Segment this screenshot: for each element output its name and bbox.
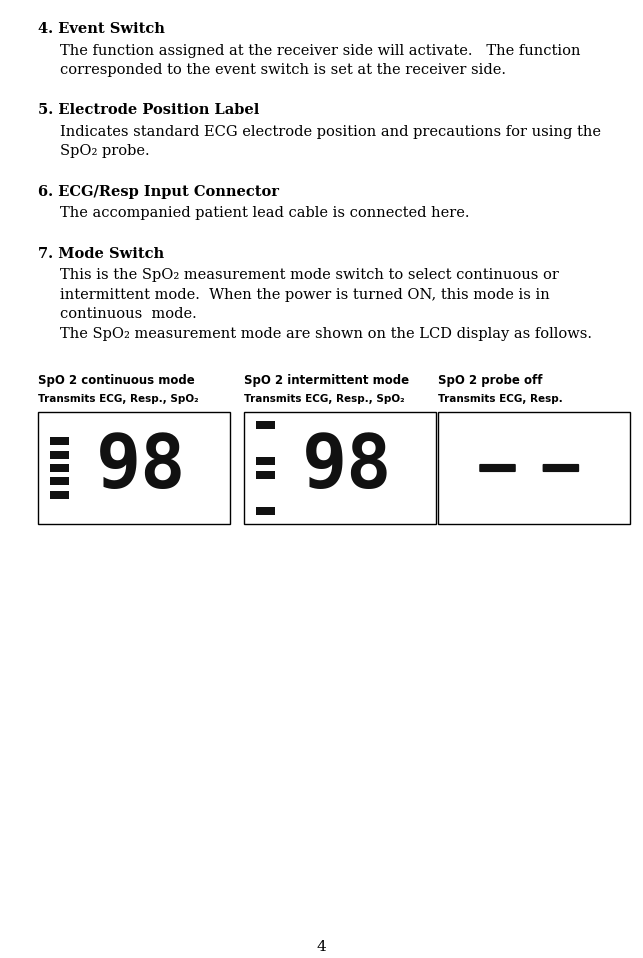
Text: SpO₂ probe.: SpO₂ probe. <box>60 145 150 158</box>
Text: continuous  mode.: continuous mode. <box>60 308 197 322</box>
Text: intermittent mode.  When the power is turned ON, this mode is in: intermittent mode. When the power is tur… <box>60 288 550 302</box>
Text: 4: 4 <box>316 940 327 954</box>
Bar <box>255 457 275 466</box>
Text: 98: 98 <box>96 431 186 505</box>
Text: 7. Mode Switch: 7. Mode Switch <box>38 247 164 261</box>
Text: SpO 2 probe off: SpO 2 probe off <box>438 375 543 387</box>
Bar <box>438 412 630 524</box>
Text: The accompanied patient lead cable is connected here.: The accompanied patient lead cable is co… <box>60 207 469 220</box>
Text: The function assigned at the receiver side will activate.   The function: The function assigned at the receiver si… <box>60 43 581 57</box>
Bar <box>255 421 275 429</box>
Text: Indicates standard ECG electrode position and precautions for using the: Indicates standard ECG electrode positio… <box>60 125 601 139</box>
Bar <box>50 477 69 486</box>
Text: The SpO₂ measurement mode are shown on the LCD display as follows.: The SpO₂ measurement mode are shown on t… <box>60 327 592 341</box>
Text: 4. Event Switch: 4. Event Switch <box>38 22 165 36</box>
Bar <box>38 412 230 524</box>
Text: 6. ECG/Resp Input Connector: 6. ECG/Resp Input Connector <box>38 185 279 199</box>
Text: This is the SpO₂ measurement mode switch to select continuous or: This is the SpO₂ measurement mode switch… <box>60 268 559 283</box>
FancyBboxPatch shape <box>479 464 516 472</box>
Bar <box>255 507 275 515</box>
Text: Transmits ECG, Resp., SpO₂: Transmits ECG, Resp., SpO₂ <box>244 395 404 404</box>
Bar <box>50 437 69 445</box>
Text: 5. Electrode Position Label: 5. Electrode Position Label <box>38 103 259 118</box>
Bar <box>255 470 275 479</box>
Text: Transmits ECG, Resp., SpO₂: Transmits ECG, Resp., SpO₂ <box>38 395 199 404</box>
Bar <box>50 490 69 499</box>
FancyBboxPatch shape <box>543 464 579 472</box>
Bar <box>50 464 69 472</box>
Text: Transmits ECG, Resp.: Transmits ECG, Resp. <box>438 395 563 404</box>
Bar <box>244 412 436 524</box>
Text: corresponded to the event switch is set at the receiver side.: corresponded to the event switch is set … <box>60 63 506 77</box>
Text: SpO 2 continuous mode: SpO 2 continuous mode <box>38 375 195 387</box>
Bar <box>50 450 69 459</box>
Text: 98: 98 <box>302 431 392 505</box>
Text: SpO 2 intermittent mode: SpO 2 intermittent mode <box>244 375 409 387</box>
